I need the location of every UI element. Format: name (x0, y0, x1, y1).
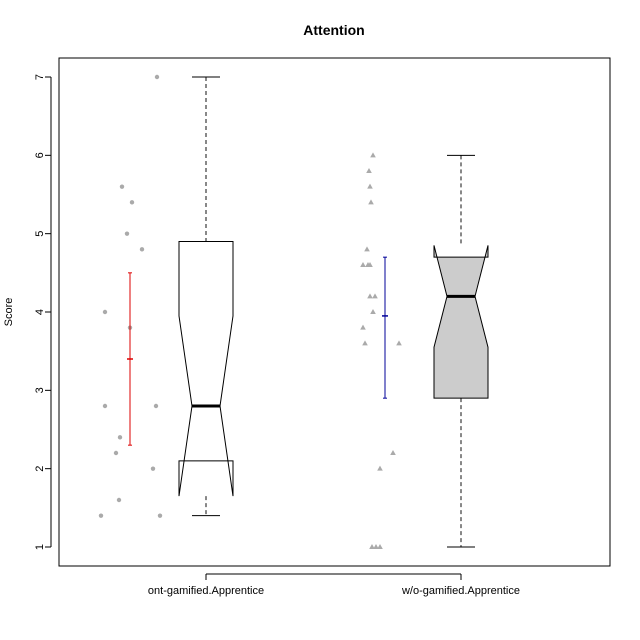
data-point (129, 200, 135, 205)
y-axis-label: Score (3, 298, 15, 327)
data-point (367, 293, 373, 299)
data-point (377, 465, 383, 471)
data-point (119, 184, 125, 189)
data-point (113, 450, 119, 456)
data-point (360, 324, 366, 330)
y-tick-label: 7 (34, 74, 46, 80)
box-body (433, 245, 489, 399)
data-point (367, 183, 373, 189)
data-point (98, 513, 104, 518)
data-point (153, 403, 159, 409)
data-point (368, 199, 374, 205)
data-point (396, 340, 402, 346)
jitter-points (98, 74, 402, 549)
data-point (360, 262, 366, 267)
x-tick-label: ont-gamified.Apprentice (148, 585, 264, 597)
data-point (373, 544, 379, 549)
data-point (102, 403, 108, 409)
data-point (150, 466, 156, 471)
data-point (362, 340, 368, 346)
boxes (178, 76, 489, 548)
y-axis: 1 2 3 4 5 6 7 (34, 74, 52, 550)
data-point (390, 450, 396, 455)
data-point (370, 152, 376, 158)
data-point (154, 74, 160, 80)
data-point (377, 544, 383, 549)
data-point (372, 293, 378, 299)
box-body (178, 241, 234, 497)
data-point (139, 247, 145, 252)
data-point (365, 262, 371, 267)
data-point (364, 246, 370, 252)
mean-ci-bars (127, 256, 388, 446)
data-point (124, 231, 130, 236)
data-point (117, 435, 123, 440)
y-tick-label: 1 (34, 544, 46, 550)
data-point (157, 513, 163, 518)
plot-frame (58, 57, 611, 567)
chart-title: Attention (303, 22, 364, 38)
y-tick-label: 2 (34, 466, 46, 472)
data-point (366, 168, 372, 173)
y-tick-label: 6 (34, 152, 46, 158)
data-point (116, 497, 122, 503)
x-axis: ont-gamified.Apprentice w/o-gamified.Appr… (148, 573, 520, 597)
y-tick-label: 5 (34, 231, 46, 237)
data-point (370, 309, 376, 314)
y-tick-label: 3 (34, 387, 46, 393)
data-point (102, 309, 108, 315)
x-tick-label: w/o-gamified.Apprentice (401, 585, 520, 597)
y-tick-label: 4 (34, 309, 46, 315)
data-point (369, 544, 375, 549)
